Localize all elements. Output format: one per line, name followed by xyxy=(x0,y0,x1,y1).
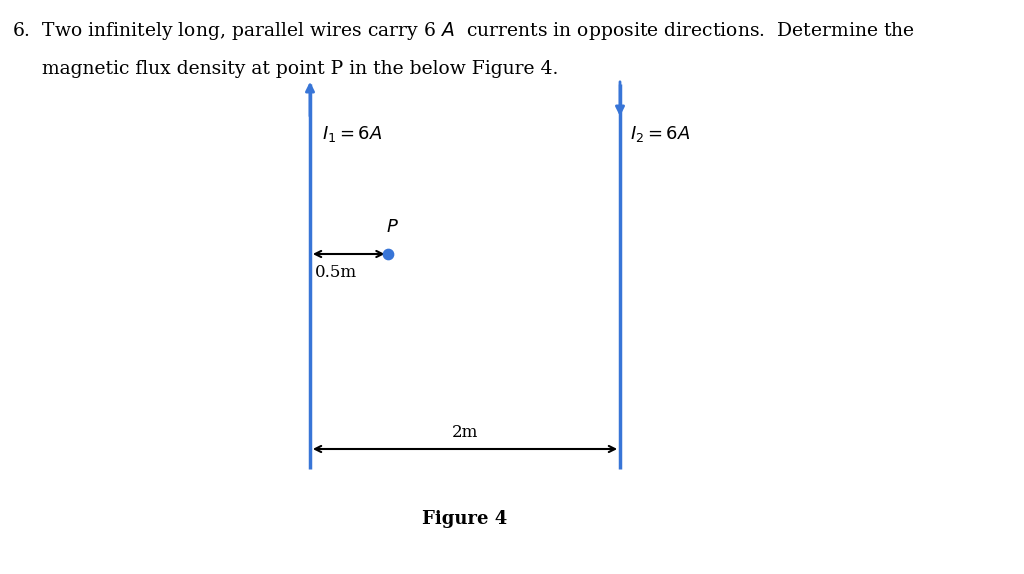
Text: $P$: $P$ xyxy=(386,218,399,236)
Text: 6.  Two infinitely long, parallel wires carry 6 $A$  currents in opposite direct: 6. Two infinitely long, parallel wires c… xyxy=(12,20,915,42)
Text: $I_1 = 6A$: $I_1 = 6A$ xyxy=(322,124,382,144)
Point xyxy=(379,250,395,259)
Text: magnetic flux density at point P in the below Figure 4.: magnetic flux density at point P in the … xyxy=(12,60,559,78)
Text: Figure 4: Figure 4 xyxy=(422,510,508,528)
Text: $I_2 = 6A$: $I_2 = 6A$ xyxy=(630,124,690,144)
Text: 0.5m: 0.5m xyxy=(315,264,357,281)
Text: 2m: 2m xyxy=(452,424,478,441)
